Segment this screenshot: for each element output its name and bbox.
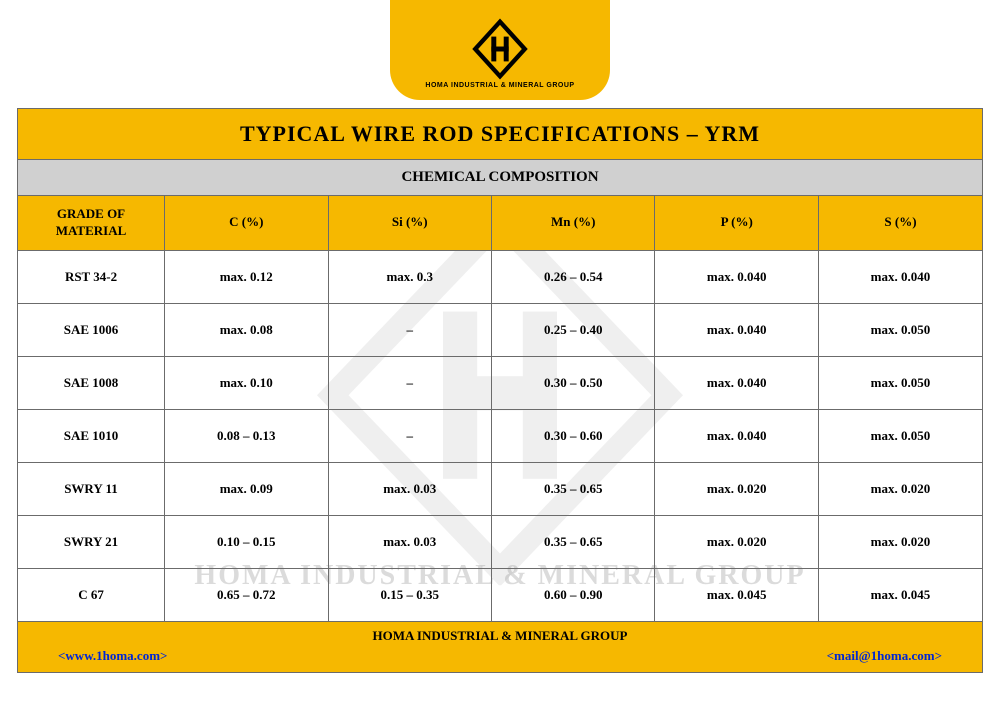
table-cell: max. 0.045 xyxy=(655,568,818,621)
table-header-row: GRADE OFMATERIAL C (%) Si (%) Mn (%) P (… xyxy=(18,196,982,250)
footer-website[interactable]: <www.1homa.com> xyxy=(58,648,167,664)
table-cell: max. 0.03 xyxy=(328,462,491,515)
section-heading: CHEMICAL COMPOSITION xyxy=(18,160,982,196)
table-cell: C 67 xyxy=(18,568,165,621)
table-cell: 0.25 – 0.40 xyxy=(491,303,654,356)
table-cell: max. 0.020 xyxy=(818,515,982,568)
footer-company: HOMA INDUSTRIAL & MINERAL GROUP xyxy=(58,628,942,644)
table-cell: SAE 1008 xyxy=(18,356,165,409)
sheet-title: TYPICAL WIRE ROD SPECIFICATIONS – YRM xyxy=(18,109,982,160)
table-cell: – xyxy=(328,356,491,409)
logo-caption: HOMA INDUSTRIAL & MINERAL GROUP xyxy=(425,82,574,89)
table-cell: max. 0.12 xyxy=(165,250,328,303)
table-cell: max. 0.040 xyxy=(655,409,818,462)
table-cell: max. 0.020 xyxy=(655,462,818,515)
table-cell: 0.15 – 0.35 xyxy=(328,568,491,621)
composition-table: GRADE OFMATERIAL C (%) Si (%) Mn (%) P (… xyxy=(18,196,982,621)
table-cell: SWRY 11 xyxy=(18,462,165,515)
footer: HOMA INDUSTRIAL & MINERAL GROUP <www.1ho… xyxy=(18,621,982,672)
table-cell: RST 34-2 xyxy=(18,250,165,303)
col-header-si: Si (%) xyxy=(328,196,491,250)
table-cell: 0.60 – 0.90 xyxy=(491,568,654,621)
table-cell: 0.30 – 0.50 xyxy=(491,356,654,409)
col-header-grade: GRADE OFMATERIAL xyxy=(18,196,165,250)
table-cell: – xyxy=(328,409,491,462)
table-cell: 0.30 – 0.60 xyxy=(491,409,654,462)
table-cell: max. 0.03 xyxy=(328,515,491,568)
table-cell: 0.10 – 0.15 xyxy=(165,515,328,568)
table-cell: max. 0.050 xyxy=(818,356,982,409)
table-cell: max. 0.10 xyxy=(165,356,328,409)
table-row: SWRY 11max. 0.09max. 0.030.35 – 0.65max.… xyxy=(18,462,982,515)
table-cell: 0.08 – 0.13 xyxy=(165,409,328,462)
table-cell: max. 0.040 xyxy=(655,250,818,303)
table-cell: 0.35 – 0.65 xyxy=(491,462,654,515)
table-cell: max. 0.040 xyxy=(818,250,982,303)
footer-links: <www.1homa.com> <mail@1homa.com> xyxy=(58,648,942,664)
table-cell: SAE 1006 xyxy=(18,303,165,356)
table-row: C 670.65 – 0.720.15 – 0.350.60 – 0.90max… xyxy=(18,568,982,621)
table-row: RST 34-2max. 0.12max. 0.30.26 – 0.54max.… xyxy=(18,250,982,303)
table-row: SWRY 210.10 – 0.15max. 0.030.35 – 0.65ma… xyxy=(18,515,982,568)
table-cell: max. 0.045 xyxy=(818,568,982,621)
table-cell: SAE 1010 xyxy=(18,409,165,462)
spec-sheet: HOMA INDUSTRIAL & MINERAL GROUP TYPICAL … xyxy=(17,108,983,673)
logo-mark-icon xyxy=(469,18,531,80)
table-cell: max. 0.050 xyxy=(818,303,982,356)
table-cell: max. 0.040 xyxy=(655,303,818,356)
table-cell: – xyxy=(328,303,491,356)
table-cell: max. 0.050 xyxy=(818,409,982,462)
table-cell: max. 0.020 xyxy=(655,515,818,568)
table-cell: 0.65 – 0.72 xyxy=(165,568,328,621)
col-header-s: S (%) xyxy=(818,196,982,250)
table-cell: max. 0.09 xyxy=(165,462,328,515)
table-row: SAE 1008max. 0.10–0.30 – 0.50max. 0.040m… xyxy=(18,356,982,409)
table-row: SAE 1006max. 0.08–0.25 – 0.40max. 0.040m… xyxy=(18,303,982,356)
table-cell: max. 0.3 xyxy=(328,250,491,303)
col-header-c: C (%) xyxy=(165,196,328,250)
col-header-p: P (%) xyxy=(655,196,818,250)
col-header-mn: Mn (%) xyxy=(491,196,654,250)
table-cell: 0.35 – 0.65 xyxy=(491,515,654,568)
table-cell: max. 0.040 xyxy=(655,356,818,409)
footer-email[interactable]: <mail@1homa.com> xyxy=(827,648,942,664)
table-cell: SWRY 21 xyxy=(18,515,165,568)
logo-banner: HOMA INDUSTRIAL & MINERAL GROUP xyxy=(390,0,610,100)
table-cell: max. 0.020 xyxy=(818,462,982,515)
table-cell: 0.26 – 0.54 xyxy=(491,250,654,303)
table-cell: max. 0.08 xyxy=(165,303,328,356)
table-row: SAE 10100.08 – 0.13–0.30 – 0.60max. 0.04… xyxy=(18,409,982,462)
